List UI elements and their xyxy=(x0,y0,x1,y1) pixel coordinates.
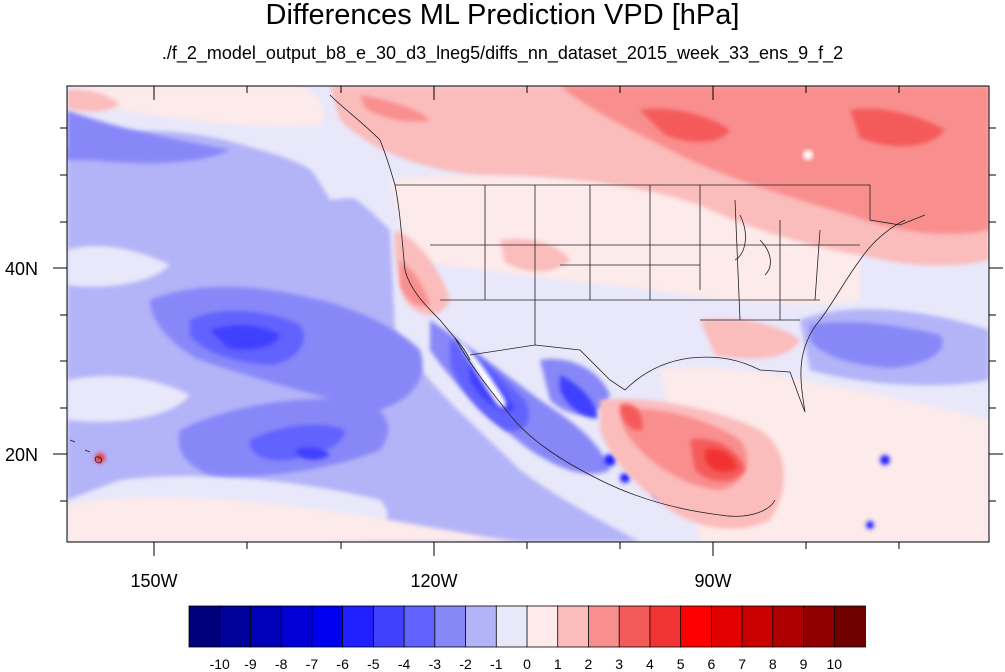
colorbar-label: 7 xyxy=(738,656,746,672)
colorbar-swatch xyxy=(772,605,805,648)
colorbar-label: 8 xyxy=(769,656,777,672)
colorbar-swatch xyxy=(219,605,252,648)
colorbar-label: 5 xyxy=(677,656,685,672)
colorbar-label: -9 xyxy=(244,656,257,672)
colorbar-label: -1 xyxy=(490,656,503,672)
x-tick-120w: 120W xyxy=(410,571,457,591)
colorbar-swatch xyxy=(495,605,528,648)
colorbar-swatch xyxy=(188,605,221,648)
colorbar-label: -8 xyxy=(275,656,288,672)
axis-ticks xyxy=(53,86,1003,556)
colorbar-label: 1 xyxy=(554,656,562,672)
map-frame xyxy=(66,85,990,543)
y-tick-40n: 40N xyxy=(5,259,38,279)
colorbar-label: 9 xyxy=(800,656,808,672)
colorbar-label: 2 xyxy=(585,656,593,672)
plot-subtitle: ./f_2_model_output_b8_e_30_d3_lneg5/diff… xyxy=(161,43,844,63)
colorbar-swatch xyxy=(710,605,743,648)
colorbar-swatch xyxy=(588,605,621,648)
colorbar-swatch xyxy=(403,605,436,648)
x-tick-150w: 150W xyxy=(130,571,177,591)
colorbar-swatch xyxy=(649,605,682,648)
colorbar-swatch xyxy=(250,605,283,648)
colorbar-label: -6 xyxy=(336,656,349,672)
colorbar-label: -5 xyxy=(367,656,380,672)
colorbar-label: 3 xyxy=(615,656,623,672)
colorbar-label: -10 xyxy=(210,656,230,672)
colorbar-label: -7 xyxy=(306,656,319,672)
contour-field xyxy=(67,86,989,542)
boundaries xyxy=(69,94,926,517)
colorbar-swatch xyxy=(833,605,866,648)
plot-title: Differences ML Prediction VPD [hPa] xyxy=(265,0,740,31)
colorbar-swatch xyxy=(372,605,405,648)
colorbar-label: 4 xyxy=(646,656,654,672)
colorbar-label: -2 xyxy=(459,656,472,672)
colorbar-label: 10 xyxy=(826,656,842,672)
colorbar-swatch xyxy=(311,605,344,648)
colorbar-swatch xyxy=(618,605,651,648)
colorbar-swatch xyxy=(557,605,590,648)
colorbar-swatch xyxy=(803,605,836,648)
colorbar: -10 -9 -8 -7 -6 -5 -4 -3 -2 -1 0 1 2 3 4 5 6 7 8 9 10 xyxy=(188,605,866,672)
colorbar-label: 6 xyxy=(707,656,715,672)
colorbar-swatch xyxy=(280,605,313,648)
colorbar-swatch xyxy=(526,605,559,648)
y-tick-20n: 20N xyxy=(5,445,38,465)
colorbar-label: -3 xyxy=(429,656,442,672)
colorbar-swatch xyxy=(342,605,375,648)
x-tick-90w: 90W xyxy=(694,571,731,591)
colorbar-swatch xyxy=(434,605,467,648)
colorbar-swatch xyxy=(741,605,774,648)
colorbar-label: 0 xyxy=(523,656,531,672)
colorbar-swatch xyxy=(680,605,713,648)
colorbar-label: -4 xyxy=(398,656,411,672)
colorbar-swatch xyxy=(465,605,498,648)
